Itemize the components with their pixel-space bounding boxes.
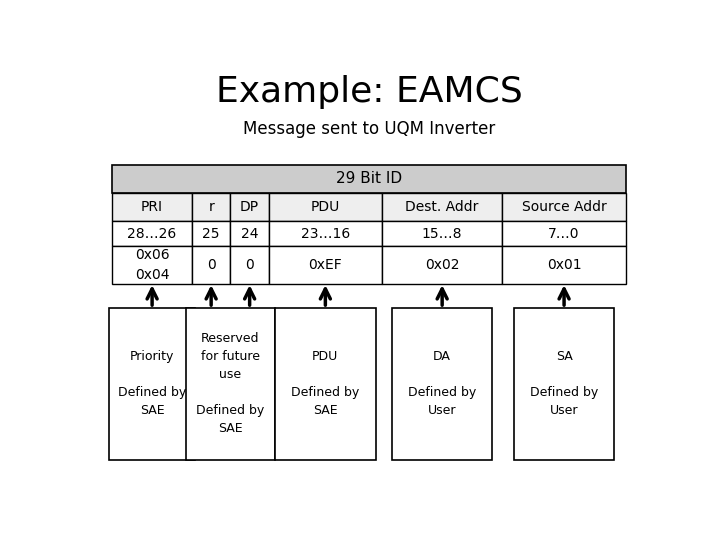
Text: Message sent to UQM Inverter: Message sent to UQM Inverter [243,120,495,138]
Text: 7…0: 7…0 [549,227,580,241]
Text: DP: DP [240,200,259,214]
Bar [192,221,230,246]
Text: 0: 0 [246,258,254,272]
Text: Priority

Defined by
SAE: Priority Defined by SAE [118,350,186,417]
Bar [382,246,503,284]
Bar [503,221,626,246]
Bar [382,193,503,221]
Text: 28…26: 28…26 [127,227,176,241]
Bar [392,308,492,460]
Text: 0x02: 0x02 [425,258,459,272]
Bar [112,246,192,284]
Bar [275,308,376,460]
Text: Source Addr: Source Addr [522,200,606,214]
Text: PRI: PRI [141,200,163,214]
Text: 0x01: 0x01 [546,258,581,272]
Bar [503,246,626,284]
Bar [186,308,275,460]
Bar [269,246,382,284]
Text: 0x06
0x04: 0x06 0x04 [135,248,169,281]
Text: SA

Defined by
User: SA Defined by User [530,350,598,417]
Bar [112,193,192,221]
Bar [230,246,269,284]
Bar [192,193,230,221]
Text: 29 Bit ID: 29 Bit ID [336,171,402,186]
Text: 0xEF: 0xEF [308,258,342,272]
Text: PDU: PDU [311,200,340,214]
Bar [192,246,230,284]
Text: PDU

Defined by
SAE: PDU Defined by SAE [291,350,359,417]
Text: r: r [208,200,214,214]
Bar [503,193,626,221]
Bar [112,165,626,193]
Bar [230,193,269,221]
Text: 0: 0 [207,258,215,272]
Bar [112,221,192,246]
Text: DA

Defined by
User: DA Defined by User [408,350,476,417]
Bar [230,221,269,246]
Bar [382,221,503,246]
Text: 23…16: 23…16 [301,227,350,241]
Bar [269,193,382,221]
Text: Reserved
for future
use

Defined by
SAE: Reserved for future use Defined by SAE [197,333,264,435]
Text: Example: EAMCS: Example: EAMCS [215,75,523,109]
Bar [269,221,382,246]
Bar [514,308,614,460]
Text: 25: 25 [202,227,220,241]
Text: 15…8: 15…8 [422,227,462,241]
Text: Dest. Addr: Dest. Addr [405,200,479,214]
Bar [109,308,195,460]
Text: 24: 24 [241,227,258,241]
